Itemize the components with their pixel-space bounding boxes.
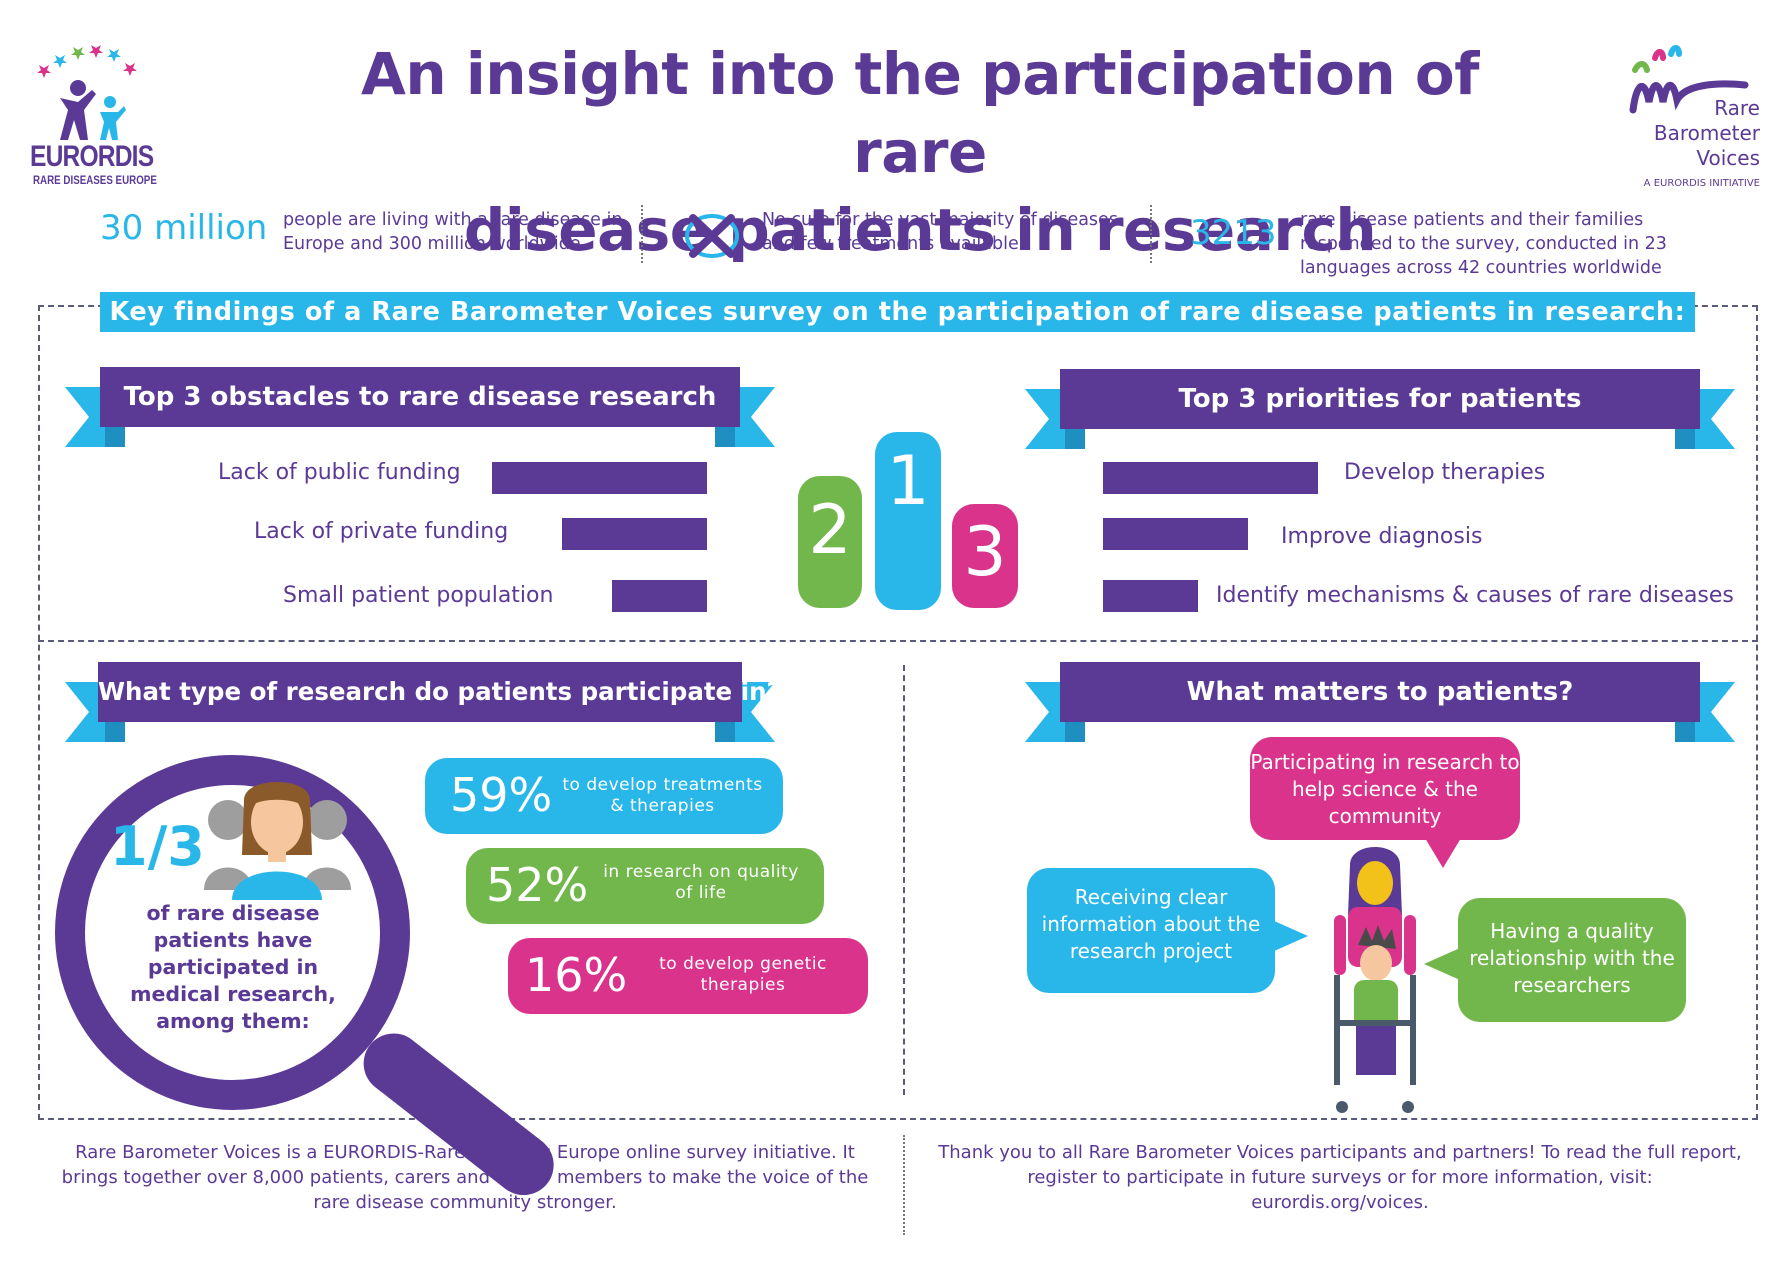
obstacles-title: Top 3 obstacles to rare disease research bbox=[100, 367, 740, 427]
research-type-pill: 52% in research on quality of life bbox=[466, 848, 824, 924]
wheelchair-patient-icon bbox=[1334, 847, 1416, 1113]
bubble-tail bbox=[1425, 838, 1461, 868]
obstacle-bar bbox=[612, 580, 707, 612]
bubble-tail bbox=[1424, 948, 1460, 980]
section-divider bbox=[38, 640, 1758, 642]
obstacles-ribbon: Top 3 obstacles to rare disease research bbox=[65, 367, 775, 447]
stats-divider bbox=[641, 205, 643, 263]
matters-title: What matters to patients? bbox=[1060, 662, 1700, 722]
matters-bubble: Participating in research to help scienc… bbox=[1250, 737, 1520, 840]
research-type-text: to develop treatments & therapies bbox=[562, 775, 763, 816]
eurordis-tagline: RARE DISEASES EUROPE bbox=[33, 175, 157, 187]
footer-divider bbox=[903, 1135, 905, 1235]
podium-third: 3 bbox=[952, 504, 1018, 608]
priorities-ribbon: Top 3 priorities for patients bbox=[1025, 369, 1735, 449]
obstacle-bar bbox=[492, 462, 707, 494]
stat-population-number: 30 million bbox=[100, 208, 268, 248]
key-findings-banner: Key findings of a Rare Barometer Voices … bbox=[100, 292, 1695, 332]
obstacle-label: Small patient population bbox=[283, 583, 554, 608]
rare-barometer-logo-icon bbox=[1629, 45, 1749, 114]
footer-thanks: Thank you to all Rare Barometer Voices p… bbox=[930, 1140, 1750, 1215]
podium-first: 1 bbox=[875, 432, 941, 610]
priority-bar bbox=[1103, 462, 1318, 494]
stat-no-cure-text: No cure for the vast majority of disease… bbox=[762, 210, 1118, 254]
research-ribbon: What type of research do patients partic… bbox=[65, 662, 781, 742]
research-type-text: to develop genetic therapies bbox=[659, 954, 827, 995]
stats-divider bbox=[1150, 205, 1152, 263]
research-type-pill: 59% to develop treatments & therapies bbox=[425, 758, 783, 834]
research-fraction-text: of rare disease patients have participat… bbox=[130, 901, 336, 1033]
obstacle-label: Lack of public funding bbox=[218, 460, 461, 485]
matters-ribbon: What matters to patients? bbox=[1025, 662, 1735, 742]
stat-respondents-number: 3213 bbox=[1190, 213, 1277, 253]
priority-bar bbox=[1103, 580, 1198, 612]
no-cure-icon bbox=[685, 214, 739, 258]
podium-second: 2 bbox=[798, 476, 862, 608]
matters-bubble: Receiving clear information about the re… bbox=[1027, 868, 1275, 993]
rare-barometer-tagline: A EURORDIS INITIATIVE bbox=[1643, 178, 1760, 189]
footer-link[interactable]: eurordis.org/voices. bbox=[1251, 1192, 1429, 1213]
research-type-percent: 16% bbox=[525, 948, 628, 1002]
obstacle-bar bbox=[562, 518, 707, 550]
obstacle-label: Lack of private funding bbox=[254, 519, 509, 544]
eurordis-name: EURORDIS bbox=[30, 140, 154, 173]
eurordis-logo-icon bbox=[37, 45, 137, 140]
research-type-percent: 52% bbox=[486, 858, 589, 912]
patients-group-icon bbox=[204, 782, 351, 900]
research-type-pill: 16% to develop genetic therapies bbox=[508, 938, 868, 1014]
matters-bubble: Having a quality relationship with the r… bbox=[1458, 898, 1686, 1022]
section-divider bbox=[903, 665, 905, 1095]
priority-label: Develop therapies bbox=[1344, 460, 1546, 485]
priority-label: Improve diagnosis bbox=[1281, 524, 1483, 549]
rare-barometer-name: Rare Barometer Voices bbox=[1653, 96, 1760, 170]
research-type-text: in research on quality of life bbox=[603, 862, 799, 903]
page-title: An insight into the participation of rar… bbox=[361, 40, 1479, 264]
stat-respondents-text: rare disease patients and their families… bbox=[1300, 210, 1667, 278]
stat-population-text: people are living with a rare disease in… bbox=[283, 210, 623, 254]
priorities-title: Top 3 priorities for patients bbox=[1060, 369, 1700, 429]
priority-bar bbox=[1103, 518, 1248, 550]
footer-about: Rare Barometer Voices is a EURORDIS-Rare… bbox=[61, 1142, 869, 1213]
research-title: What type of research do patients partic… bbox=[98, 662, 781, 722]
research-type-percent: 59% bbox=[450, 768, 553, 822]
research-fraction: 1/3 bbox=[110, 815, 205, 878]
bubble-tail bbox=[1272, 920, 1308, 952]
priority-label: Identify mechanisms & causes of rare dis… bbox=[1216, 583, 1734, 608]
